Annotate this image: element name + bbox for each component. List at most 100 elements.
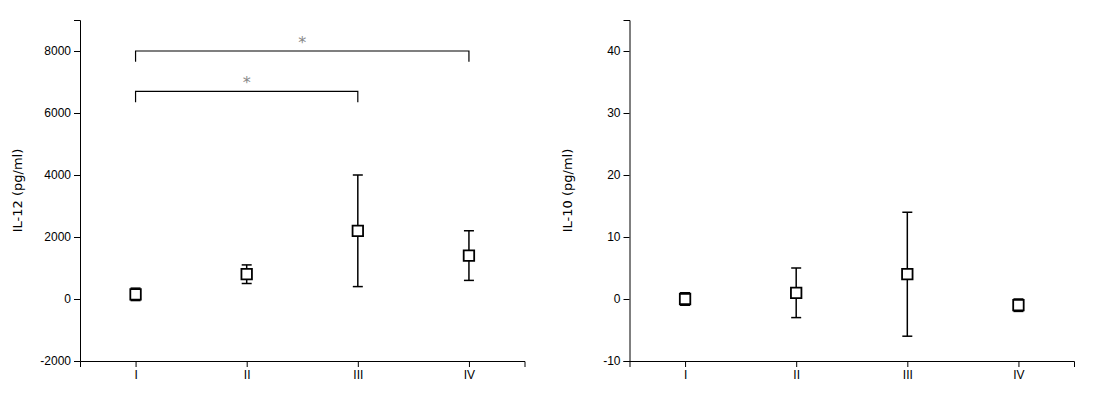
tick: 6000 (44, 106, 80, 120)
point (902, 269, 912, 279)
tick: I (684, 361, 687, 382)
tick-label: 10 (607, 230, 621, 244)
y-axis: -2000 0 2000 4000 6000 8000 (40, 21, 80, 369)
y-axis-title: IL-10 (pg/ml) (560, 149, 575, 233)
error-bar-cap (902, 335, 912, 337)
tick-label: 40 (607, 44, 621, 58)
tick: 20 (607, 168, 629, 182)
point (1013, 300, 1023, 310)
x-axis: IIIIIIIV (630, 361, 1075, 382)
tick-mark (358, 361, 359, 367)
tick-label: 2000 (44, 230, 71, 244)
tick-label: II (793, 368, 800, 382)
axis-line (630, 362, 1075, 368)
point (791, 288, 801, 298)
axis-line (624, 21, 631, 362)
tick-label: 30 (607, 106, 621, 120)
point (680, 294, 690, 304)
tick-mark (74, 361, 80, 362)
error-bar (791, 268, 801, 318)
tick-label: III (903, 368, 913, 382)
significance-bracket (136, 51, 469, 62)
tick-mark (74, 175, 80, 176)
marks (680, 212, 1024, 336)
tick-mark (624, 175, 630, 176)
panel: -200002000400060008000IIIIIIIVIL-12 (pg/… (10, 21, 525, 382)
error-bar-cap (242, 264, 252, 266)
tick-label: IV (1013, 368, 1024, 382)
tick-label: III (353, 368, 363, 382)
point (353, 226, 363, 236)
tick: 2000 (44, 230, 80, 244)
tick-label: 0 (614, 292, 621, 306)
error-bar-cap (353, 286, 363, 288)
tick: I (134, 361, 137, 382)
x-axis: IIIIIIIV (81, 361, 526, 382)
error-bar (1013, 299, 1023, 311)
error-bar-cap (353, 174, 363, 176)
tick-mark (907, 361, 908, 367)
error-bar-cap (791, 317, 801, 319)
annotations: ** (136, 33, 469, 102)
point (130, 289, 140, 299)
y-axis-title: IL-12 (pg/ml) (10, 149, 25, 233)
tick-label: 0 (64, 292, 71, 306)
error-bar (242, 265, 252, 284)
tick-label: IV (464, 368, 475, 382)
tick: II (244, 361, 251, 382)
tick-mark (136, 361, 137, 367)
tick: 8000 (44, 44, 80, 58)
error-bar-cap (902, 211, 912, 213)
error-bar-cap (242, 283, 252, 285)
tick: 40 (607, 44, 629, 58)
error-bar (353, 175, 363, 287)
tick-label: -2000 (40, 354, 71, 368)
tick-mark (74, 237, 80, 238)
tick-mark (247, 361, 248, 367)
marks (130, 175, 474, 301)
axis-line (81, 362, 526, 368)
error-bar (680, 293, 690, 305)
tick: 0 (614, 292, 630, 306)
tick-mark (685, 361, 686, 367)
error-bar (131, 288, 141, 300)
tick-mark (624, 299, 630, 300)
significance-label: * (298, 33, 306, 52)
tick: 10 (607, 230, 629, 244)
tick-label: I (134, 368, 137, 382)
significance-label: * (243, 73, 251, 92)
tick-mark (74, 113, 80, 114)
tick: III (903, 361, 913, 382)
tick-label: 6000 (44, 106, 71, 120)
tick: 4000 (44, 168, 80, 182)
tick: II (793, 361, 800, 382)
point (241, 269, 251, 279)
error-bar-cap (464, 230, 474, 232)
axis-line (74, 21, 81, 362)
point (464, 250, 474, 260)
error-bar-cap (464, 280, 474, 282)
error-bar (902, 212, 912, 336)
tick-mark (624, 113, 630, 114)
tick-label: I (684, 368, 687, 382)
tick: -10 (603, 354, 629, 368)
significance-bracket (136, 91, 358, 102)
tick-mark (469, 361, 470, 367)
error-bar-cap (791, 267, 801, 269)
tick-label: 8000 (44, 44, 71, 58)
tick-mark (74, 51, 80, 52)
tick: 0 (64, 292, 80, 306)
tick-mark (624, 51, 630, 52)
panel: -10010203040IIIIIIIVIL-10 (pg/ml) (560, 21, 1075, 382)
tick-label: 20 (607, 168, 621, 182)
tick-label: 4000 (44, 168, 71, 182)
tick-label: II (244, 368, 251, 382)
tick: IV (464, 361, 475, 382)
tick-mark (624, 361, 630, 362)
tick-label: -10 (603, 354, 621, 368)
tick: IV (1013, 361, 1024, 382)
tick-mark (74, 299, 80, 300)
tick-mark (624, 237, 630, 238)
tick-mark (796, 361, 797, 367)
chart: -200002000400060008000IIIIIIIVIL-12 (pg/… (0, 0, 1099, 401)
